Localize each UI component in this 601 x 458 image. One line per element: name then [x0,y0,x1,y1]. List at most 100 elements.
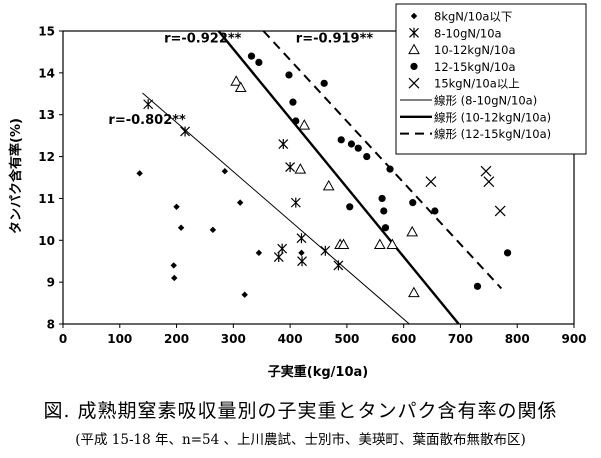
data-point-diamond [173,203,180,210]
data-point-asterisk [277,243,288,254]
data-point-asterisk [143,99,154,110]
legend-marker-x [408,77,420,89]
data-point-diamond [241,291,248,298]
data-point-circle [255,58,263,66]
data-point-x [480,165,492,177]
data-point-circle [363,152,371,161]
data-point-triangle [322,179,335,191]
data-point-triangle [230,75,243,86]
data-point-circle [381,224,390,232]
data-point-asterisk [285,162,296,173]
legend-label: 10-12kgN/10a [434,43,516,57]
data-point-circle [285,71,293,79]
legend-label: 8kgN/10a以下 [434,10,512,24]
data-point-circle [409,199,417,207]
x-tick-label: 500 [334,332,359,346]
y-tick-label: 15 [38,25,55,39]
correlation-annotations: r=-0.922** r=-0.919** r=-0.802** [108,32,373,128]
data-point-diamond [177,224,185,231]
data-point-triangle [337,238,350,249]
data-point-diamond [209,226,217,234]
data-point-diamond [170,262,177,269]
legend-label: 線形 (8-10gN/10a) [434,94,537,108]
trendlines [142,30,503,325]
legend-box [395,3,587,155]
figure-subcaption: (平成 15-18 年、n=54 、上川農試、士別市、美瑛町、葉面散布無散布区) [75,432,526,448]
data-point-asterisk [297,256,307,267]
plot-frame [62,30,575,325]
x-tick-label: 100 [107,332,132,346]
data-point-circle [346,203,354,211]
data-point-diamond [171,274,178,282]
data-point-circle [378,194,386,203]
data-point-circle [386,165,394,173]
x-axis-label: 子実重(kg/10a) [268,364,368,380]
x-tick-label: 0 [59,332,67,346]
data-point-asterisk [278,139,289,150]
data-point-asterisk [180,126,190,137]
data-point-asterisk [333,260,344,271]
data-point-diamond [255,249,263,257]
legend-marker-circle [410,62,418,70]
data-point-circle [337,136,345,144]
data-point-circle [473,282,482,290]
data-point-circle [320,79,328,87]
legend-label: 8-10gN/10a [434,26,502,40]
y-tick-label: 11 [38,192,55,206]
data-point-circle [289,98,297,106]
correlation-label: r=-0.922** [164,32,242,47]
legend-marker-diamond [410,12,418,20]
data-point-asterisk [296,233,307,244]
trendline-thin [142,92,410,325]
y-tick-label: 8 [47,318,55,332]
data-point-circle [247,52,256,60]
data-point-circle [431,207,439,215]
data-point-triangle [234,81,247,93]
figure-caption: 図. 成熟期窒素吸収量別の子実重とタンパク含有率の関係 [43,400,558,422]
data-point-triangle [298,119,311,130]
data-point-diamond [298,249,305,257]
data-point-diamond [236,199,244,206]
x-tick-label: 700 [448,332,473,346]
data-point-diamond [136,170,143,177]
data-point-asterisk [320,245,331,256]
data-point-circle [380,207,388,215]
x-tick-label: 400 [278,332,303,346]
y-tick-label: 13 [38,108,55,122]
data-point-triangle [386,238,399,249]
data-point-triangle [406,225,419,237]
data-point-triangle [373,238,386,249]
data-point-circle [503,249,512,257]
legend-label: 線形 (10-12kgN/10a) [434,110,551,124]
legend-marker-triangle [408,43,420,55]
data-point-asterisk [273,252,284,263]
x-tick-label: 600 [391,332,416,346]
data-points [136,52,512,298]
correlation-label: r=-0.919** [296,32,374,47]
y-axis-label: タンパク含有率(%) [8,118,24,234]
trendline-dashed [262,30,503,290]
trendline-thick [217,30,460,325]
legend-label: 線形 (12-15kgN/10a) [434,127,551,141]
correlation-label: r=-0.802** [108,113,186,128]
data-point-asterisk [290,197,301,208]
y-tick-label: 14 [38,66,55,80]
data-point-x [494,205,506,217]
data-point-triangle [294,163,307,174]
chart-axes: 0 100 200 300 400 500 600 700 800 900 8 9 10 11 12 13 14… [38,25,586,347]
data-point-triangle [408,286,420,298]
legend-label: 15kgN/10a以上 [434,77,520,91]
legend-marker-asterisk [409,27,419,38]
legend-label: 12-15kgN/10a [434,60,516,74]
data-point-circle [354,144,362,152]
x-tick-label: 900 [561,332,586,346]
data-point-circle [292,117,300,125]
y-tick-label: 12 [38,150,55,164]
y-tick-label: 9 [47,276,55,290]
x-tick-label: 200 [164,332,189,346]
y-tick-label: 10 [38,234,55,248]
data-point-x [483,176,495,188]
data-point-diamond [221,168,229,175]
x-tick-label: 800 [505,332,530,346]
